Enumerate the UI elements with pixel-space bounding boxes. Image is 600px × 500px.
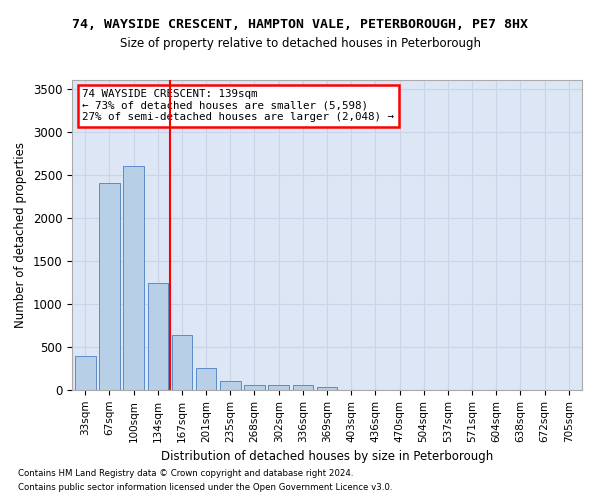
Bar xyxy=(244,385,265,390)
Bar xyxy=(148,283,168,390)
Text: Contains public sector information licensed under the Open Government Licence v3: Contains public sector information licen… xyxy=(18,484,392,492)
Bar xyxy=(75,356,95,390)
Y-axis label: Number of detached properties: Number of detached properties xyxy=(14,142,27,328)
Bar xyxy=(317,387,337,390)
Bar xyxy=(99,184,120,390)
Bar xyxy=(220,381,241,390)
Bar xyxy=(268,386,289,390)
Bar xyxy=(172,335,192,390)
Text: Contains HM Land Registry data © Crown copyright and database right 2024.: Contains HM Land Registry data © Crown c… xyxy=(18,468,353,477)
Bar xyxy=(196,368,217,390)
X-axis label: Distribution of detached houses by size in Peterborough: Distribution of detached houses by size … xyxy=(161,450,493,463)
Text: 74 WAYSIDE CRESCENT: 139sqm
← 73% of detached houses are smaller (5,598)
27% of : 74 WAYSIDE CRESCENT: 139sqm ← 73% of det… xyxy=(82,90,394,122)
Bar xyxy=(293,386,313,390)
Text: Size of property relative to detached houses in Peterborough: Size of property relative to detached ho… xyxy=(119,38,481,51)
Bar xyxy=(124,166,144,390)
Text: 74, WAYSIDE CRESCENT, HAMPTON VALE, PETERBOROUGH, PE7 8HX: 74, WAYSIDE CRESCENT, HAMPTON VALE, PETE… xyxy=(72,18,528,30)
